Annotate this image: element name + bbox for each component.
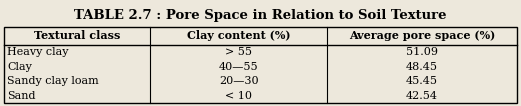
Text: > 55: > 55: [225, 47, 252, 57]
Text: 20—30: 20—30: [219, 76, 258, 86]
Text: Clay: Clay: [7, 62, 32, 72]
Text: 40—55: 40—55: [219, 62, 258, 72]
Text: 51.09: 51.09: [406, 47, 438, 57]
Text: Clay content (%): Clay content (%): [187, 30, 290, 41]
Text: TABLE 2.7 : Pore Space in Relation to Soil Texture: TABLE 2.7 : Pore Space in Relation to So…: [75, 9, 446, 22]
Text: Sandy clay loam: Sandy clay loam: [7, 76, 99, 86]
Text: Average pore space (%): Average pore space (%): [349, 30, 495, 41]
Text: Textural class: Textural class: [34, 30, 120, 41]
Text: Heavy clay: Heavy clay: [7, 47, 68, 57]
Text: 45.45: 45.45: [406, 76, 438, 86]
Text: 48.45: 48.45: [406, 62, 438, 72]
Text: 42.54: 42.54: [406, 91, 438, 101]
Text: < 10: < 10: [225, 91, 252, 101]
Bar: [4, 26, 517, 103]
Text: Sand: Sand: [7, 91, 35, 101]
